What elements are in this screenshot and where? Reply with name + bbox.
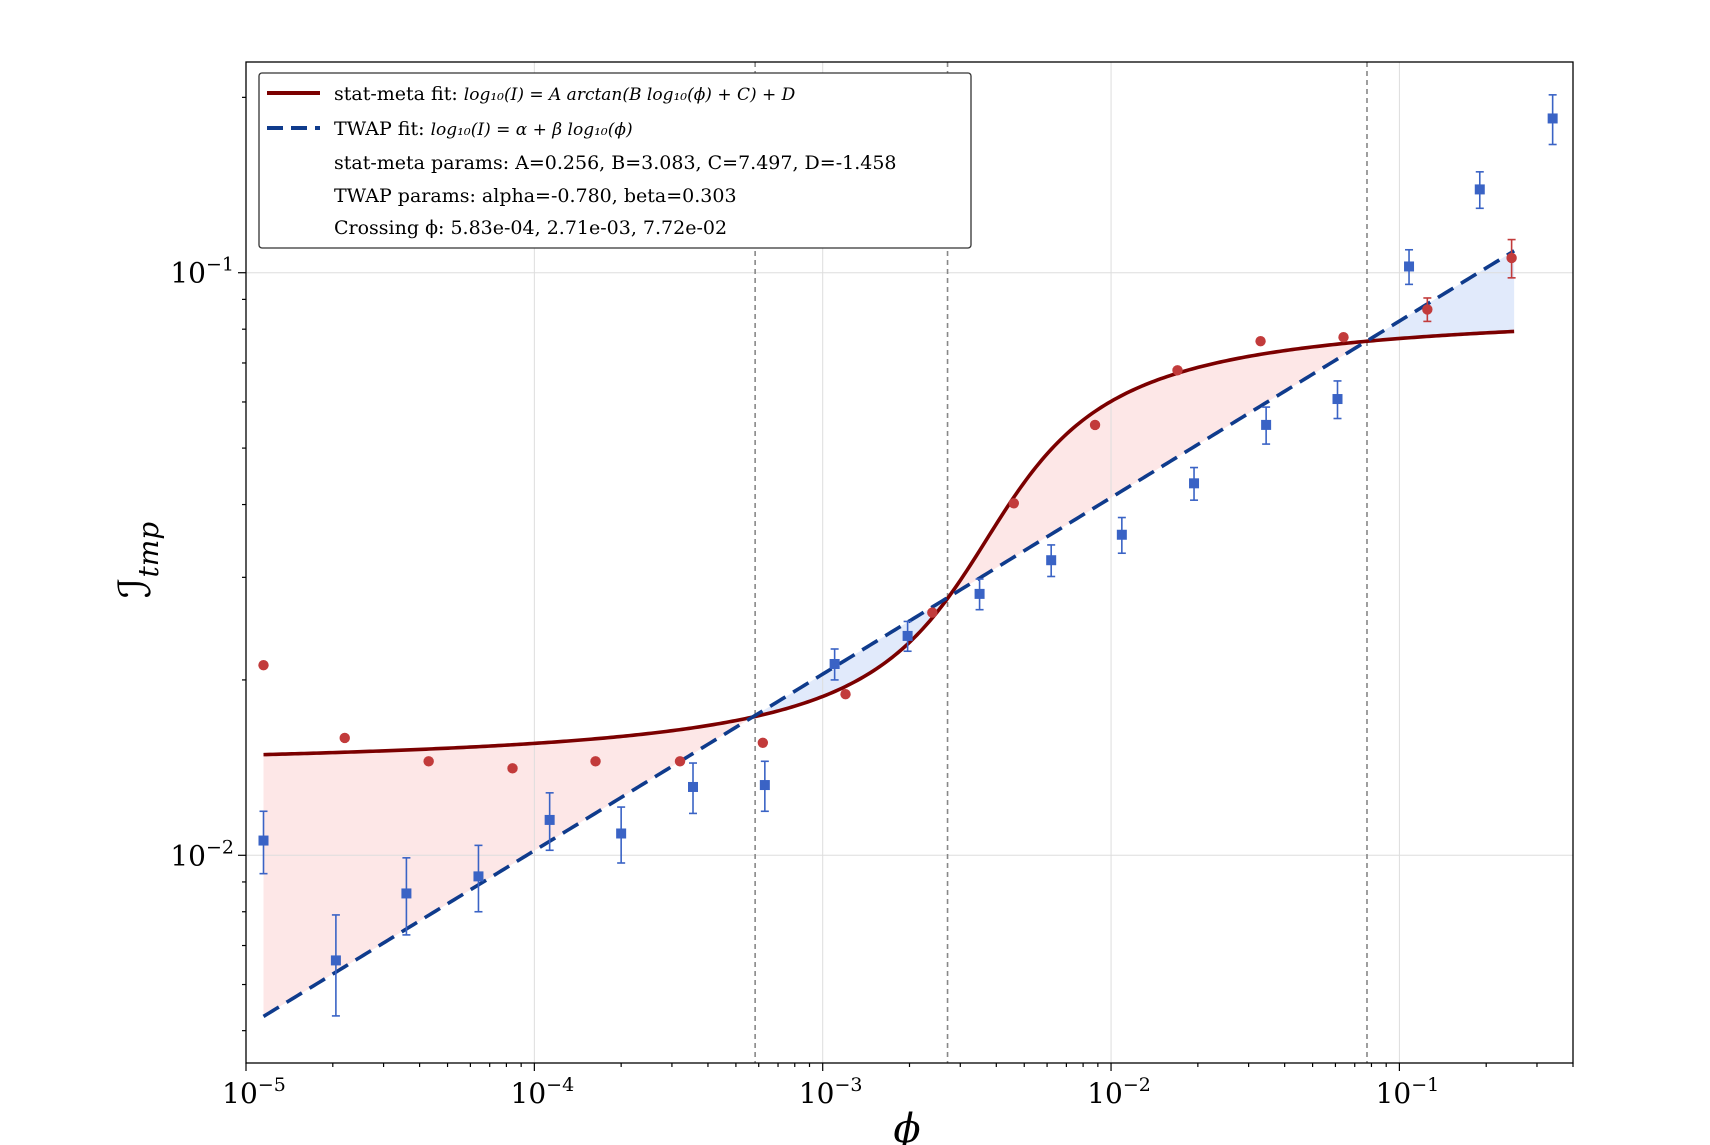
fit-lines <box>262 249 1516 1018</box>
x-tick-label-0-exponent: −5 <box>258 1074 286 1096</box>
x-tick-label-1-base: 10 <box>511 1077 547 1110</box>
twap-point-13 <box>1189 478 1200 489</box>
twap-points <box>258 94 1558 1017</box>
legend-statmeta-formula: log₁₀(I) = A arctan(B log₁₀(ϕ) + C) + D <box>464 85 796 105</box>
x-tick-label-3-exponent: −2 <box>1123 1074 1151 1096</box>
x-tick-label-0-base: 10 <box>222 1077 258 1110</box>
twap-point-14 <box>1261 419 1272 430</box>
statmeta-point-10 <box>1089 419 1101 431</box>
twap-fit-line <box>262 249 1516 1018</box>
x-tick-label-1-exponent: −4 <box>546 1074 574 1096</box>
x-tick-label-2-base: 10 <box>799 1077 835 1110</box>
twap-point-12 <box>1116 529 1127 540</box>
legend-statmeta-params: stat-meta params: A=0.256, B=3.083, C=7.… <box>334 152 897 174</box>
legend-statmeta-entry: stat-meta fit: log₁₀(I) = A arctan(B log… <box>334 83 796 105</box>
twap-point-6 <box>688 781 699 792</box>
twap-point-8 <box>829 658 840 669</box>
statmeta-point-7 <box>840 689 851 700</box>
fill-region-2 <box>947 340 1367 599</box>
statmeta-points <box>258 238 1517 774</box>
twap-point-5 <box>616 828 627 839</box>
x-tick-label-3-base: 10 <box>1087 1077 1123 1110</box>
statmeta-point-8 <box>927 607 938 618</box>
x-tick-label-2: 10−3 <box>799 1074 863 1110</box>
legend-statmeta-prefix: stat-meta fit: <box>334 83 464 105</box>
twap-point-18 <box>1547 113 1558 124</box>
y-tick-label-1: 10−1 <box>170 254 234 290</box>
y-tick-label-1-base: 10 <box>170 257 206 290</box>
twap-point-15 <box>1332 394 1343 405</box>
fill-region-0 <box>263 715 756 1017</box>
twap-point-0 <box>258 835 269 846</box>
y-tick-label-0-exponent: −2 <box>206 836 234 858</box>
y-axis-label-main: ℐ <box>110 578 161 599</box>
legend-twap-params: TWAP params: alpha=-0.780, beta=0.303 <box>334 185 737 207</box>
twap-point-17 <box>1474 184 1485 195</box>
twap-point-3 <box>473 871 484 882</box>
legend-crossing: Crossing ϕ: 5.83e-04, 2.71e-03, 7.72e-02 <box>334 217 727 239</box>
statmeta-point-12 <box>1255 335 1266 347</box>
twap-point-11 <box>1046 555 1057 566</box>
twap-point-7 <box>759 780 770 791</box>
y-axis-label: ℐtmp <box>110 522 165 598</box>
twap-point-2 <box>401 888 412 899</box>
x-tick-label-3: 10−2 <box>1087 1074 1151 1110</box>
x-axis-label: ϕ <box>893 1106 920 1145</box>
y-axis-ticks: 10−210−1 <box>170 96 246 1032</box>
statmeta-point-9 <box>1008 498 1020 509</box>
twap-point-1 <box>330 955 341 966</box>
x-axis-ticks: 10−5 10−4 10−3 10−2 10−1 <box>222 1063 1574 1110</box>
statmeta-point-0 <box>258 659 269 671</box>
statmeta-point-1 <box>339 732 350 744</box>
statmeta-point-3 <box>507 763 518 774</box>
y-tick-label-0-base: 10 <box>170 839 206 872</box>
statmeta-point-2 <box>423 756 434 767</box>
twap-point-4 <box>544 814 555 825</box>
x-tick-label-4-exponent: −1 <box>1411 1074 1439 1096</box>
twap-point-16 <box>1404 261 1415 272</box>
x-tick-label-4-base: 10 <box>1376 1077 1412 1110</box>
legend-twap-formula: log₁₀(I) = α + β log₁₀(ϕ) <box>431 120 633 140</box>
y-axis-label-sub: tmp <box>132 522 165 578</box>
statmeta-point-15 <box>1506 252 1517 264</box>
legend-box <box>258 72 972 249</box>
x-tick-label-4: 10−1 <box>1376 1074 1440 1110</box>
legend-twap-prefix: TWAP fit: <box>334 118 431 140</box>
legend-twap-entry: TWAP fit: log₁₀(I) = α + β log₁₀(ϕ) <box>334 118 633 140</box>
svg-text:ℐtmp: ℐtmp <box>110 522 165 598</box>
statmeta-point-14 <box>1422 304 1433 315</box>
legend: stat-meta fit: log₁₀(I) = A arctan(B log… <box>258 72 972 249</box>
statmeta-point-6 <box>757 737 769 748</box>
twap-point-10 <box>974 588 985 599</box>
x-tick-label-0: 10−5 <box>222 1074 286 1110</box>
y-tick-label-0: 10−2 <box>170 836 234 872</box>
statmeta-point-4 <box>590 756 601 767</box>
statmeta-fit-line <box>263 329 1515 757</box>
y-tick-label-1-exponent: −1 <box>206 254 234 276</box>
twap-point-9 <box>902 630 913 641</box>
statmeta-point-11 <box>1172 365 1183 376</box>
x-tick-label-2-exponent: −3 <box>835 1074 863 1096</box>
x-tick-label-1: 10−4 <box>511 1074 575 1110</box>
statmeta-point-5 <box>674 756 686 767</box>
statmeta-point-13 <box>1338 332 1349 343</box>
